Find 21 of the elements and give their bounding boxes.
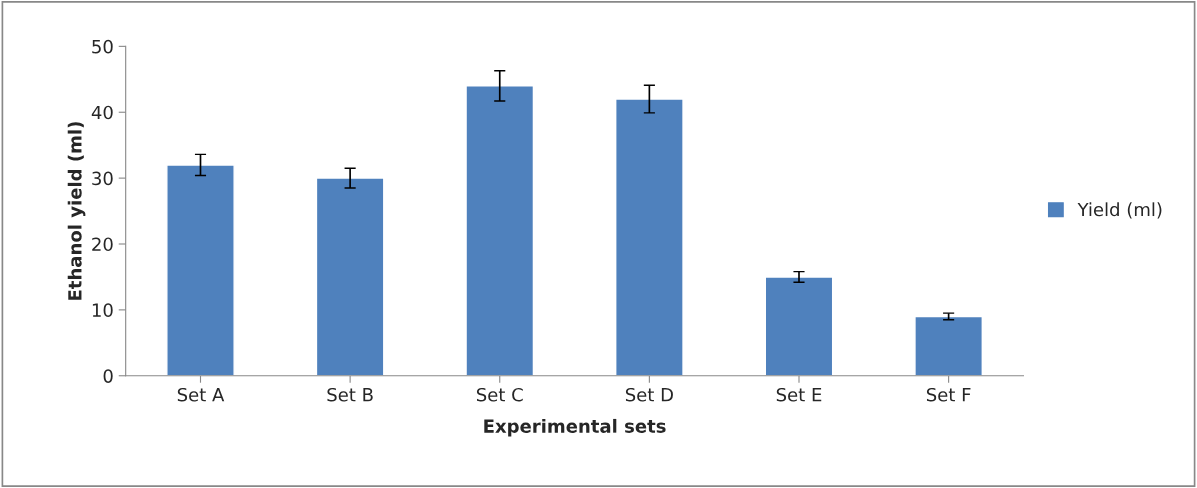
x-tick-label: Set B [327,387,373,402]
x-tick-label: Set E [776,387,822,402]
bar [465,85,535,376]
y-tick-label: 10 [92,303,113,317]
y-axis-title: Ethanol yield (ml) [67,122,86,300]
x-tick-label: Set C [476,387,523,402]
bar [615,98,684,376]
y-tick-label: 20 [92,237,113,252]
y-tick-label: 50 [92,39,113,54]
x-tick-label: Set F [926,387,971,402]
y-tick-label: 30 [92,171,113,186]
bar [764,276,834,376]
x-tick-label: Set A [177,387,225,402]
legend-label: Yield (ml) [1077,202,1162,219]
y-tick-label: 0 [103,369,113,383]
y-tick-label: 40 [91,105,113,120]
x-tick-label: Set D [625,387,673,402]
bar [166,164,235,376]
bar [914,315,983,376]
x-axis-title: Experimental sets [484,418,666,437]
bar [315,177,385,376]
